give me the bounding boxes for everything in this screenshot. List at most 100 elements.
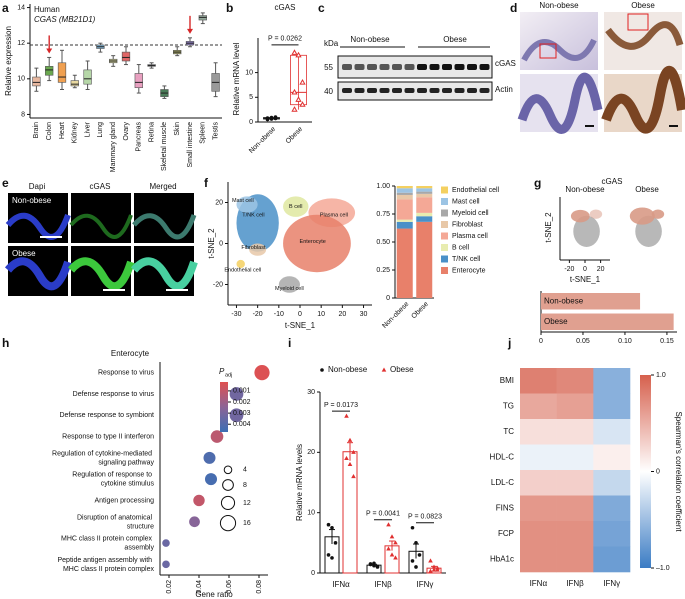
dot xyxy=(162,560,170,569)
row-label: FINS xyxy=(496,503,514,512)
x-tick-label: -20 xyxy=(253,311,263,318)
blot-band-mark xyxy=(354,64,365,70)
x-tick-label: Non-obese xyxy=(381,301,410,330)
x-tick-label: Testis xyxy=(212,122,219,140)
heat-cell xyxy=(556,419,594,445)
dot xyxy=(189,516,200,528)
panel-label: b xyxy=(226,1,233,15)
chart-subtitle: CGAS (MB21D1) xyxy=(34,15,96,24)
x-tick-label: Ovary xyxy=(123,122,130,141)
point xyxy=(435,565,440,570)
blot-band: Actin xyxy=(495,85,513,94)
heat-cell xyxy=(520,495,557,522)
x-tick-label: Obese xyxy=(410,301,430,321)
zoom-box xyxy=(539,43,557,59)
cluster-label: B cell xyxy=(289,204,302,210)
point xyxy=(347,461,353,466)
box xyxy=(83,69,92,85)
column-label: IFNβ xyxy=(566,579,584,588)
point xyxy=(431,564,437,569)
blot-band: cGAS xyxy=(495,59,516,68)
x-tick-label: 10 xyxy=(317,311,325,318)
bar xyxy=(541,313,674,330)
bar-segment xyxy=(416,216,433,222)
point xyxy=(299,101,306,107)
point xyxy=(351,473,356,479)
colorbar-label: Spearman's correlation coefficient xyxy=(674,411,683,532)
bar xyxy=(541,293,641,310)
point xyxy=(372,561,376,566)
x-tick-label: 20 xyxy=(597,266,605,273)
legend-swatch xyxy=(441,221,448,228)
if-signal xyxy=(4,257,72,291)
x-tick-label: 0.06 xyxy=(226,580,233,594)
blot-unit: kDa xyxy=(324,39,339,48)
blot-band-mark xyxy=(429,64,440,70)
heat-cell xyxy=(520,546,557,573)
point xyxy=(431,567,437,572)
heat-cell xyxy=(556,393,594,420)
y-tick-label: 0 xyxy=(311,570,315,577)
dot xyxy=(254,365,270,381)
annotation: P = 0.0041 xyxy=(366,511,400,518)
blot-band-mark xyxy=(467,64,477,70)
blot-marker: 40 xyxy=(324,87,333,96)
panel-label: g xyxy=(534,176,541,190)
legend-label: T/NK cell xyxy=(452,256,481,263)
y-tick-label: Defense response to virus xyxy=(73,391,155,398)
point xyxy=(330,556,334,560)
heat-cell xyxy=(520,521,557,547)
heat-cell xyxy=(593,495,631,522)
x-tick-label: 0.15 xyxy=(660,338,674,345)
point xyxy=(295,96,302,102)
tissue xyxy=(601,66,685,134)
cluster-blob xyxy=(573,215,600,247)
legend-label: Fibroblast xyxy=(452,221,483,228)
legend-label: Mast cell xyxy=(452,198,480,205)
point xyxy=(299,78,306,85)
if-signal xyxy=(5,212,71,240)
y-tick-label: 10 xyxy=(245,69,253,76)
cluster-blob xyxy=(283,196,309,217)
chart-title: Human xyxy=(34,5,60,14)
y-tick-label: 1.00 xyxy=(376,183,390,190)
blot-band-mark xyxy=(342,88,352,93)
dot xyxy=(229,387,244,401)
y-tick-label: 20 xyxy=(215,199,223,206)
colorbar-tick-label: –1.0 xyxy=(656,565,670,572)
y-tick-label: 8 xyxy=(21,111,25,118)
legend-label: Obese xyxy=(390,365,414,374)
x-tick-label: IFNα xyxy=(332,580,350,589)
x-tick-label: Liver xyxy=(84,121,91,137)
blot-band-mark xyxy=(392,88,402,93)
point xyxy=(295,51,302,58)
channel-label: Merged xyxy=(149,182,176,191)
legend-swatch xyxy=(441,267,448,274)
bar-segment xyxy=(416,212,433,217)
row-label: TC xyxy=(503,427,514,436)
blot-band-mark xyxy=(417,64,427,70)
panel-label: h xyxy=(2,336,9,350)
y-tick-label: 0 xyxy=(249,119,253,126)
x-tick-label: Obese xyxy=(285,126,305,146)
bar-segment xyxy=(416,221,433,298)
legend-label: Plasma cell xyxy=(452,233,488,240)
bar-label: Non-obese xyxy=(544,296,584,305)
legend-label: Non-obese xyxy=(328,365,368,374)
x-tick-label: 0.05 xyxy=(576,338,590,345)
box xyxy=(134,73,143,89)
point xyxy=(344,413,349,418)
panel-title: Non-obese xyxy=(565,185,605,194)
x-tick-label: -30 xyxy=(231,311,241,318)
y-tick-label: Antigen processing xyxy=(94,497,154,504)
y-axis-label: t-SNE_2 xyxy=(207,228,216,259)
heat-cell xyxy=(556,368,594,394)
cluster-label: Myeloid cell xyxy=(275,286,304,292)
panel-label: f xyxy=(204,176,209,190)
y-tick-label: 0 xyxy=(386,295,390,302)
blot-frame xyxy=(337,55,493,79)
x-tick-label: Kidney xyxy=(72,122,79,144)
x-axis-label: Gene ratio xyxy=(195,590,233,599)
point xyxy=(330,525,334,530)
